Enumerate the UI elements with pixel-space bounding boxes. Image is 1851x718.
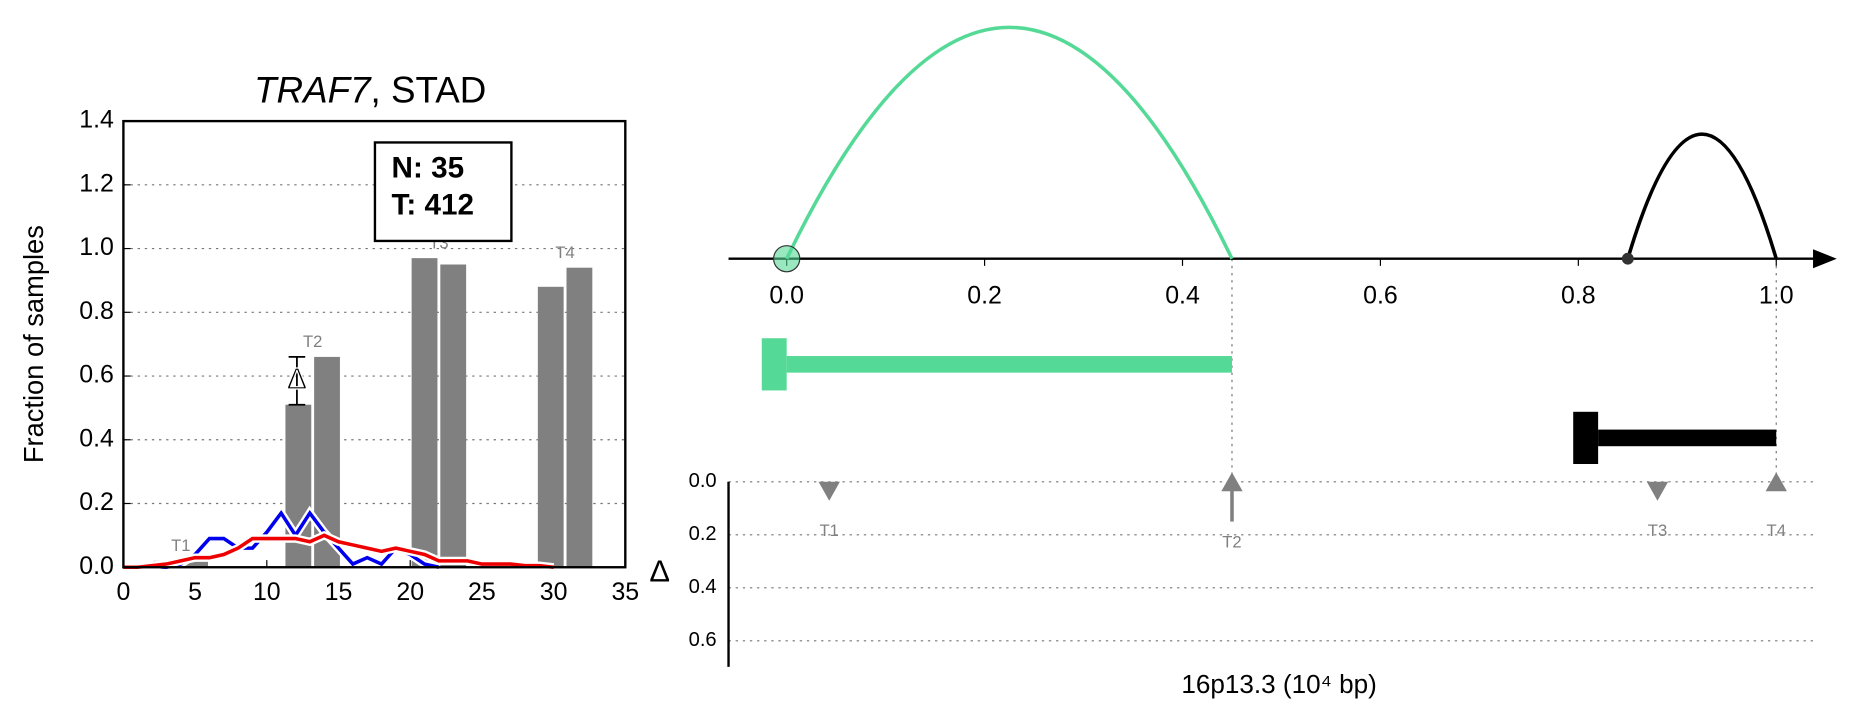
frame — [122, 119, 627, 569]
delta-label: Δ — [287, 361, 308, 396]
annotation: N: 35 — [392, 152, 465, 185]
marker — [1765, 472, 1787, 492]
x-tick-label: 0.2 — [967, 281, 1002, 309]
bar — [566, 267, 593, 568]
y-tick-label: 0.8 — [79, 297, 114, 325]
marker — [818, 481, 840, 501]
chart-title: TRAF7, STAD — [254, 69, 486, 110]
delta-tick-label: 0.2 — [689, 523, 717, 545]
bar-group-label: T1 — [171, 536, 190, 555]
marker-label: T2 — [1222, 532, 1241, 551]
x-tick-label: 20 — [396, 578, 424, 606]
annotation-box — [373, 141, 513, 243]
x-tick-label: 10 — [253, 578, 281, 606]
arc-anchor — [773, 245, 801, 273]
axis-arrow — [1813, 249, 1837, 269]
gene-body — [1598, 429, 1777, 447]
arc-anchor — [1621, 252, 1634, 265]
x-tick-label: 1.0 — [1759, 281, 1794, 309]
arc — [1626, 132, 1778, 260]
x-tick-label: 30 — [540, 578, 568, 606]
y-tick-label: 1.0 — [79, 233, 114, 261]
y-tick-label: 1.4 — [79, 106, 114, 134]
y-tick-label: 0.2 — [79, 488, 114, 516]
x-tick-label: 15 — [325, 578, 353, 606]
line-series — [123, 533, 554, 570]
bar-group-label: T2 — [303, 332, 322, 351]
marker — [1646, 481, 1669, 501]
x-tick-label: 0.0 — [769, 281, 804, 309]
x-tick-label: 25 — [468, 578, 496, 606]
x-tick-label: 35 — [611, 578, 639, 606]
bar-group-label: T4 — [555, 243, 574, 262]
annotation: T: 412 — [392, 188, 474, 221]
marker-label: T1 — [820, 521, 839, 540]
gene-body — [786, 356, 1232, 373]
gene-head — [761, 338, 787, 391]
title-gene: TRAF7 — [254, 69, 372, 110]
x-tick-label: 0 — [116, 578, 130, 606]
bar — [182, 560, 209, 568]
x-tick-label: 0.6 — [1363, 281, 1398, 309]
x-tick-label: 5 — [188, 578, 202, 606]
x-tick-label: 0.8 — [1561, 281, 1596, 309]
y-axis-label: Fraction of samples — [18, 225, 49, 463]
y-tick-label: 0.0 — [79, 552, 114, 580]
bar — [411, 258, 438, 568]
y-tick-label: 0.4 — [79, 424, 114, 452]
y-tick-label: 1.2 — [79, 169, 114, 197]
x-tick-label: 0.4 — [1165, 281, 1200, 309]
delta-tick-label: 0.4 — [689, 576, 717, 598]
marker-label: T4 — [1767, 521, 1786, 540]
marker — [1221, 472, 1243, 492]
delta-tick-label: 0.0 — [689, 470, 717, 492]
arc — [785, 25, 1234, 260]
gene-head — [1573, 411, 1599, 465]
title-rest: , STAD — [371, 69, 487, 110]
y-tick-label: 0.6 — [79, 361, 114, 389]
delta-tick-label: 0.6 — [689, 629, 717, 651]
marker-label: T3 — [1648, 521, 1667, 540]
bar — [440, 264, 467, 568]
x-axis-label: 16p13.3 (10⁴ bp) — [1181, 669, 1376, 699]
bar — [537, 286, 564, 568]
delta-axis-label: Δ — [649, 553, 670, 588]
